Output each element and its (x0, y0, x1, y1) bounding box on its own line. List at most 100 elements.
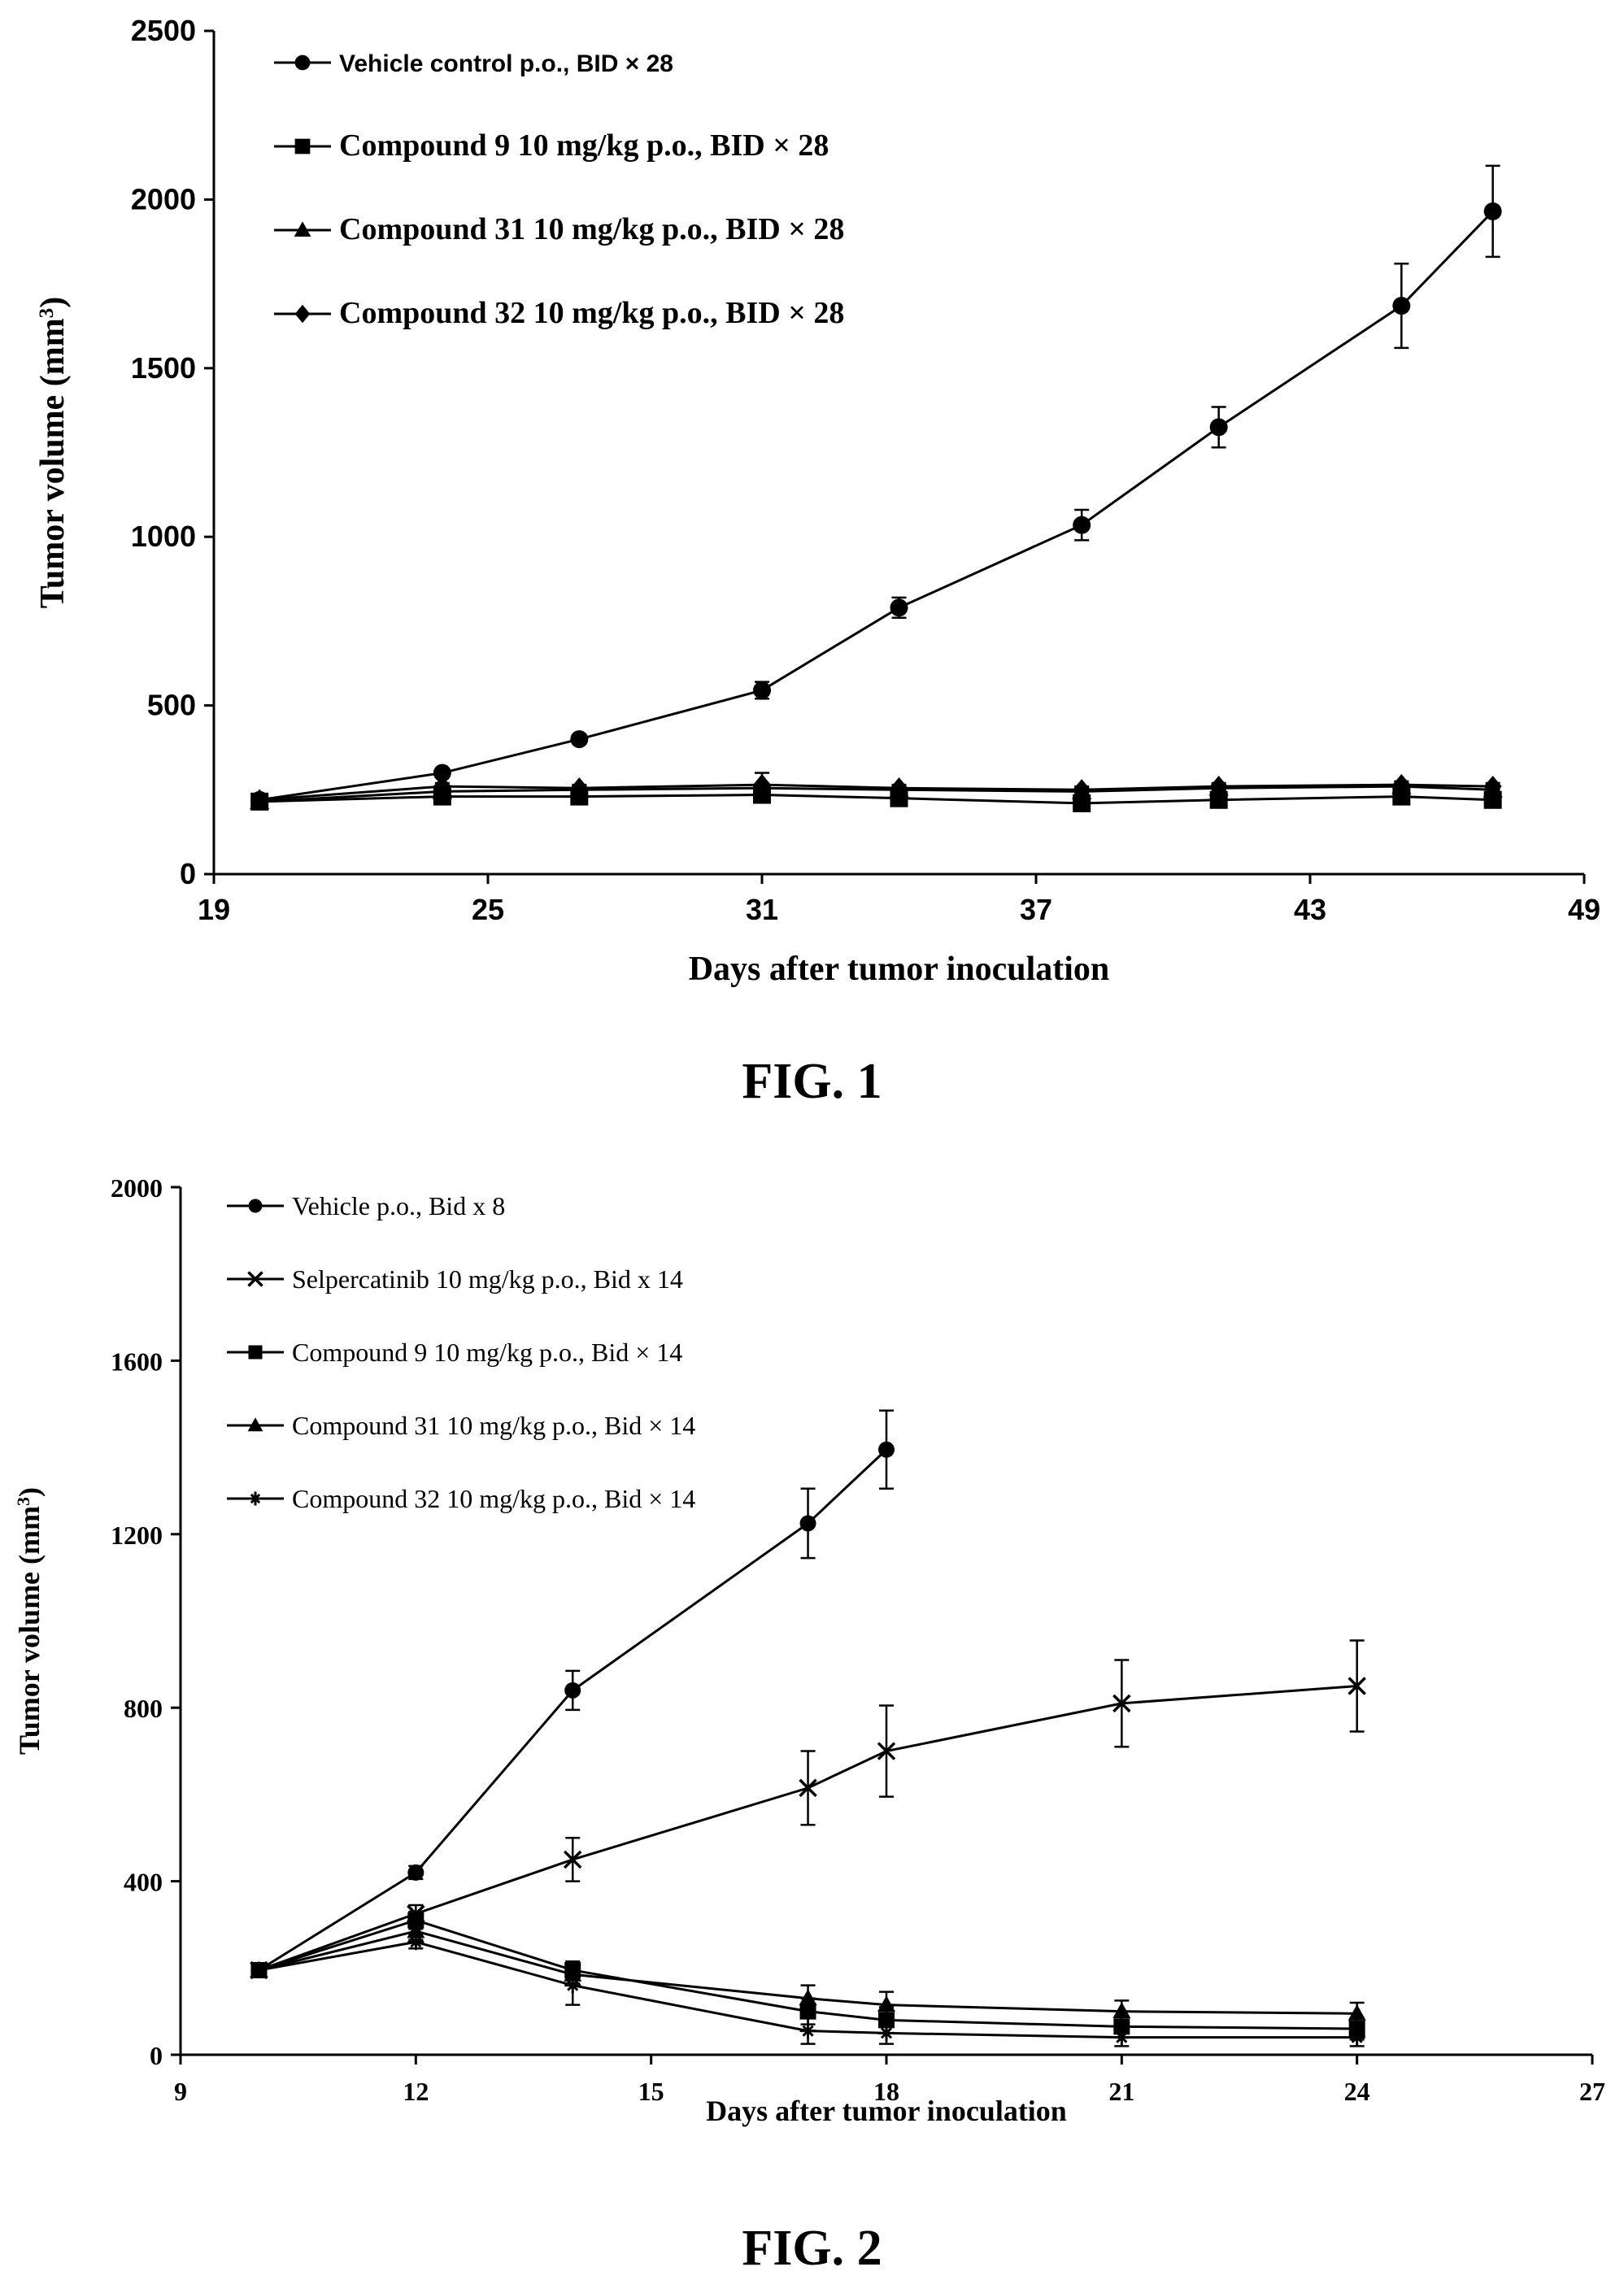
data-point (1392, 773, 1411, 796)
data-point (570, 730, 589, 749)
data-point (890, 777, 908, 799)
data-point (799, 1778, 817, 1798)
data-point (799, 1989, 817, 2006)
y-tick-label: 500 (147, 689, 196, 722)
data-point (563, 1850, 582, 1869)
x-tick-label: 37 (1020, 893, 1052, 926)
legend-entry-1: Vehicle control p.o., BID × 28 (274, 50, 673, 77)
data-point (250, 789, 269, 811)
legend-entry-3: Compound 9 10 mg/kg p.o., Bid × 14 (227, 1338, 682, 1367)
legend-label: Vehicle control p.o., BID × 28 (339, 50, 673, 77)
legend-marker (248, 1491, 263, 1506)
data-point (753, 681, 771, 699)
data-point (1209, 775, 1228, 798)
data-point (1113, 2029, 1130, 2046)
legend-marker (294, 138, 311, 154)
y-tick-label: 2000 (131, 182, 196, 215)
figure-1-chart: 0 500 1000 1500 2000 2500 19 25 31 37 43 49 Days aft… (34, 14, 1600, 988)
data-point (1073, 779, 1091, 801)
data-point (1392, 297, 1411, 315)
data-point (877, 1995, 895, 2012)
data-point (564, 1977, 581, 1994)
legend-marker (247, 1417, 263, 1432)
legend-entry-4: Compound 31 10 mg/kg p.o., Bid × 14 (227, 1411, 695, 1440)
y-axis-title: Tumor volume (mm3) (34, 297, 72, 609)
data-point (799, 1515, 816, 1532)
data-point (433, 764, 451, 782)
legend-entry-5: Compound 32 10 mg/kg p.o., Bid × 14 (227, 1484, 695, 1513)
legend-marker (294, 54, 311, 71)
y-tick-label: 1600 (111, 1347, 163, 1376)
data-point (878, 2012, 895, 2029)
data-point (1209, 418, 1228, 437)
y-tick-label: 1200 (111, 1521, 163, 1550)
x-tick-label: 31 (746, 893, 778, 926)
legend-label: Compound 31 10 mg/kg p.o., BID × 28 (339, 212, 844, 246)
legend-marker (248, 1199, 263, 1213)
x-tick-label: 9 (174, 2077, 187, 2106)
data-point (250, 1961, 268, 1978)
legend-marker (294, 221, 311, 237)
legend-label: Vehicle p.o., Bid x 8 (292, 1191, 505, 1220)
data-point (564, 1682, 581, 1699)
y-tick-label: 800 (124, 1694, 163, 1723)
x-tick-label: 18 (873, 2077, 899, 2106)
y-tick-label: 0 (180, 857, 196, 890)
legend-marker (247, 1271, 263, 1287)
y-tick-label: 1000 (131, 520, 196, 553)
data-point (878, 1441, 895, 1458)
x-tick-label: 49 (1568, 893, 1600, 926)
x-tick-label: 21 (1108, 2077, 1134, 2106)
legend-entry-4: Compound 32 10 mg/kg p.o., BID × 28 (274, 296, 844, 330)
y-tick-label: 1500 (131, 351, 196, 385)
data-point (1073, 516, 1091, 534)
data-point (878, 2025, 895, 2042)
x-axis-title: Days after tumor inoculation (706, 2095, 1067, 2127)
legend-entry-2: Compound 9 10 mg/kg p.o., BID × 28 (274, 128, 829, 163)
legend-label: Compound 9 10 mg/kg p.o., Bid × 14 (292, 1338, 682, 1367)
data-point (877, 1742, 896, 1760)
x-tick-label: 19 (198, 893, 230, 926)
x-tick-label: 24 (1344, 2077, 1370, 2106)
legend-label: Compound 32 10 mg/kg p.o., Bid × 14 (292, 1484, 695, 1513)
figure-2-chart: 0 400 800 1200 1600 2000 9 12 15 18 21 24 27 Days aft… (13, 1173, 1606, 2127)
data-point (1483, 775, 1502, 798)
data-point (407, 1934, 425, 1951)
data-point (799, 2022, 816, 2039)
y-tick-label: 400 (124, 1868, 163, 1897)
data-point (433, 775, 451, 798)
y-axis-title: Tumor volume (mm3) (13, 1487, 46, 1755)
y-tick-label: 0 (150, 2041, 163, 2070)
data-point (1112, 1694, 1131, 1713)
legend-entry-1: Vehicle p.o., Bid x 8 (227, 1191, 505, 1220)
data-point (407, 1921, 425, 1938)
y-tick-label: 2500 (131, 14, 196, 47)
legend-label: Compound 32 10 mg/kg p.o., BID × 28 (339, 296, 844, 330)
data-point (1483, 202, 1502, 220)
x-axis-title: Days after tumor inoculation (689, 951, 1110, 988)
series-1 (250, 164, 1502, 809)
legend-marker (248, 1345, 263, 1360)
x-tick-label: 15 (638, 2077, 664, 2106)
legend-entry-3: Compound 31 10 mg/kg p.o., BID × 28 (274, 212, 844, 246)
series-4 (250, 772, 1502, 811)
legend-label: Compound 9 10 mg/kg p.o., BID × 28 (339, 128, 829, 163)
x-tick-label: 27 (1579, 2077, 1605, 2106)
legend-label: Selpercatinib 10 mg/kg p.o., Bid x 14 (292, 1264, 683, 1294)
y-tick-label: 2000 (111, 1173, 163, 1203)
data-point (1112, 2002, 1131, 2019)
data-point (407, 1864, 425, 1881)
data-point (1348, 2029, 1365, 2046)
series-5 (250, 1934, 1365, 2047)
legend-entry-2: Selpercatinib 10 mg/kg p.o., Bid x 14 (227, 1264, 683, 1294)
data-point (753, 773, 771, 796)
x-tick-label: 25 (472, 893, 504, 926)
data-point (1348, 1677, 1366, 1695)
x-tick-label: 12 (403, 2077, 429, 2106)
legend-label: Compound 31 10 mg/kg p.o., Bid × 14 (292, 1411, 695, 1440)
figure-1-caption: FIG. 1 (742, 1054, 882, 1109)
x-tick-label: 43 (1294, 893, 1326, 926)
data-point (407, 1912, 425, 1929)
data-point (1348, 2004, 1366, 2021)
series-4 (250, 1921, 1366, 2025)
